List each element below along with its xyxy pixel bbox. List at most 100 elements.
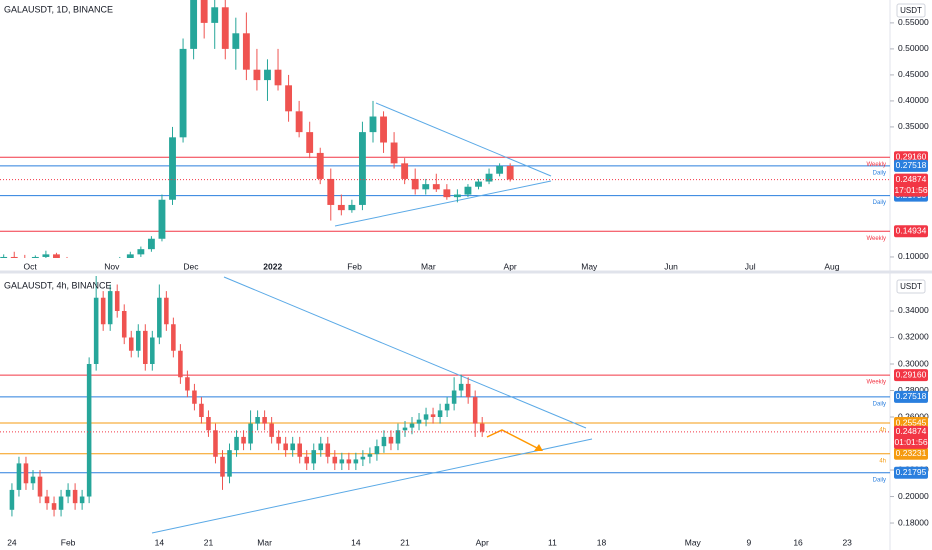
- y-tick-label: 0.20000: [898, 491, 929, 501]
- candle-body: [311, 450, 317, 464]
- candle-body: [369, 116, 377, 133]
- candle-body: [234, 436, 239, 451]
- candle-body: [402, 427, 408, 431]
- candle-body: [274, 69, 282, 86]
- y-tick-label: 0.35000: [898, 121, 929, 131]
- candle-body: [200, 0, 208, 23]
- level-name: Daily: [873, 401, 886, 407]
- y-tick-label: 0.30000: [898, 358, 929, 368]
- candle-body: [121, 310, 127, 338]
- x-tick-label: Nov: [104, 261, 120, 271]
- candle-body: [337, 204, 345, 211]
- candle-body: [93, 297, 99, 364]
- candle-body: [332, 456, 338, 464]
- candle-body: [359, 132, 366, 205]
- candle-body: [411, 178, 419, 190]
- candle-body: [297, 443, 302, 457]
- candle-body: [453, 194, 461, 198]
- candle-body: [241, 436, 246, 444]
- x-tick-label: May: [685, 537, 702, 547]
- x-tick-label: 23: [842, 537, 852, 547]
- candle-body: [192, 390, 197, 404]
- candle-body: [325, 443, 331, 457]
- level-price-label: 0.27518: [896, 160, 927, 170]
- candle-body: [401, 163, 409, 179]
- candle-body: [381, 436, 387, 447]
- candle-body: [248, 423, 253, 444]
- trendline: [223, 276, 587, 429]
- candle-body: [430, 414, 436, 418]
- candle-body: [220, 456, 225, 477]
- candle-body: [79, 496, 85, 504]
- candle-body: [443, 189, 451, 198]
- x-tick-label: 24: [7, 537, 17, 547]
- candle-body: [367, 454, 373, 457]
- x-tick-label: Mar: [421, 261, 436, 271]
- candle-body: [158, 199, 166, 239]
- unit-label: USDT: [900, 6, 922, 15]
- candle-body: [496, 165, 504, 174]
- candle-body: [143, 330, 148, 364]
- candle-body: [464, 186, 472, 195]
- candle-body: [58, 496, 64, 510]
- candle-body: [86, 364, 92, 497]
- candle-body: [327, 178, 335, 205]
- y-tick-label: 0.34000: [898, 305, 929, 315]
- candle-body: [53, 254, 60, 258]
- unit-box: [896, 279, 926, 294]
- level-name: 4h: [879, 428, 886, 434]
- level-price-box: [894, 447, 928, 460]
- candle-body: [37, 476, 43, 497]
- x-tick-label: Oct: [23, 261, 37, 271]
- candle-body: [150, 337, 155, 364]
- x-tick-label: May: [581, 261, 598, 271]
- candle-body: [114, 291, 120, 311]
- candle-body: [128, 337, 134, 351]
- level-price-box: [894, 466, 928, 479]
- candle-body: [465, 383, 471, 398]
- candle-body: [423, 414, 429, 420]
- x-tick-label: 9: [747, 537, 752, 547]
- x-tick-label: Jun: [664, 261, 678, 271]
- candle-body: [0, 256, 8, 258]
- x-tick-label: 16: [793, 537, 803, 547]
- candle-body: [395, 430, 401, 444]
- countdown: 17:01:56: [894, 185, 927, 195]
- candle-body: [348, 204, 356, 211]
- candle-body: [269, 423, 274, 437]
- candle-body: [135, 330, 141, 351]
- y-tick-label: 0.55000: [898, 17, 929, 27]
- unit-box: [896, 3, 926, 18]
- countdown: 01:01:56: [894, 437, 927, 447]
- candle-body: [169, 137, 176, 200]
- level-name: Weekly: [866, 236, 886, 242]
- candle-body: [290, 443, 295, 451]
- last-price-label: 0.24874: [896, 426, 927, 436]
- chart-title: GALAUSDT, 1D, BINANCE: [4, 4, 113, 14]
- level-price-label: 0.23231: [896, 448, 927, 458]
- candle-body: [30, 476, 36, 484]
- candle-body: [353, 459, 359, 464]
- candle-body: [137, 249, 145, 255]
- candle-body: [185, 377, 190, 391]
- candle-body: [264, 69, 271, 81]
- candle-body: [472, 397, 478, 424]
- candle-body: [390, 142, 398, 164]
- x-tick-label: Aug: [824, 261, 839, 271]
- y-tick-label: 0.32000: [898, 332, 929, 342]
- candle-body: [458, 383, 464, 391]
- candle-body: [107, 291, 113, 325]
- candle-body: [444, 403, 450, 411]
- level-price-label: 0.29160: [896, 369, 927, 379]
- candle-body: [253, 69, 261, 81]
- candle-body: [213, 430, 218, 457]
- level-price-label: 0.21795: [896, 467, 927, 477]
- candle-body: [9, 489, 15, 510]
- x-tick-label: 14: [155, 537, 165, 547]
- candle-body: [380, 116, 387, 143]
- x-tick-label: Apr: [476, 537, 489, 547]
- y-tick-label: 0.28000: [898, 385, 929, 395]
- projection-arrowhead: [534, 444, 543, 451]
